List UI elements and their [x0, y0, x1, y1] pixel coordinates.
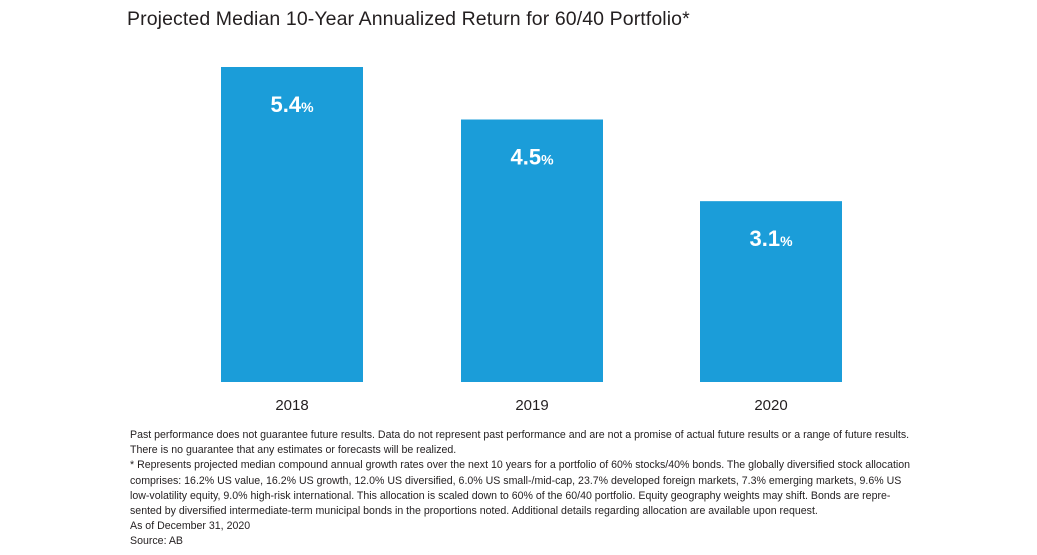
data-label-2018: 5.4% — [270, 92, 314, 117]
x-tick-label-2020: 2020 — [754, 397, 787, 414]
bars-layer — [221, 67, 842, 382]
data-label-2020: 3.1% — [749, 226, 793, 251]
x-axis-tick-labels: 2018 2019 2020 — [275, 397, 787, 414]
footnote-line: Source: AB — [130, 535, 183, 548]
data-labels-layer: 5.4% 4.5% 3.1% — [270, 92, 793, 251]
footnote-line: comprises: 16.2% US value, 16.2% US grow… — [130, 474, 902, 487]
bar-2020 — [700, 201, 842, 382]
footnote-line: Past performance does not guarantee futu… — [130, 429, 910, 441]
footnote-line: As of December 31, 2020 — [130, 520, 251, 533]
bar-2019 — [461, 119, 603, 382]
bar-chart: 5.4% 4.5% 3.1% 2018 2019 2020 — [221, 67, 842, 414]
footnote-line: low-volatility equity, 9.0% high-risk in… — [130, 489, 891, 502]
data-label-2019: 4.5% — [510, 145, 554, 170]
chart-title: Projected Median 10-Year Annualized Retu… — [127, 8, 690, 30]
x-tick-label-2018: 2018 — [275, 397, 308, 414]
footnote-line: There is no guarantee that any estimates… — [130, 444, 457, 457]
footnote-line: sented by diversified intermediate-term … — [130, 505, 818, 518]
footnote-line: * Represents projected median compound a… — [130, 459, 911, 472]
x-tick-label-2019: 2019 — [515, 397, 548, 414]
bar-2018 — [221, 67, 363, 382]
footnotes: Past performance does not guarantee futu… — [130, 428, 980, 550]
